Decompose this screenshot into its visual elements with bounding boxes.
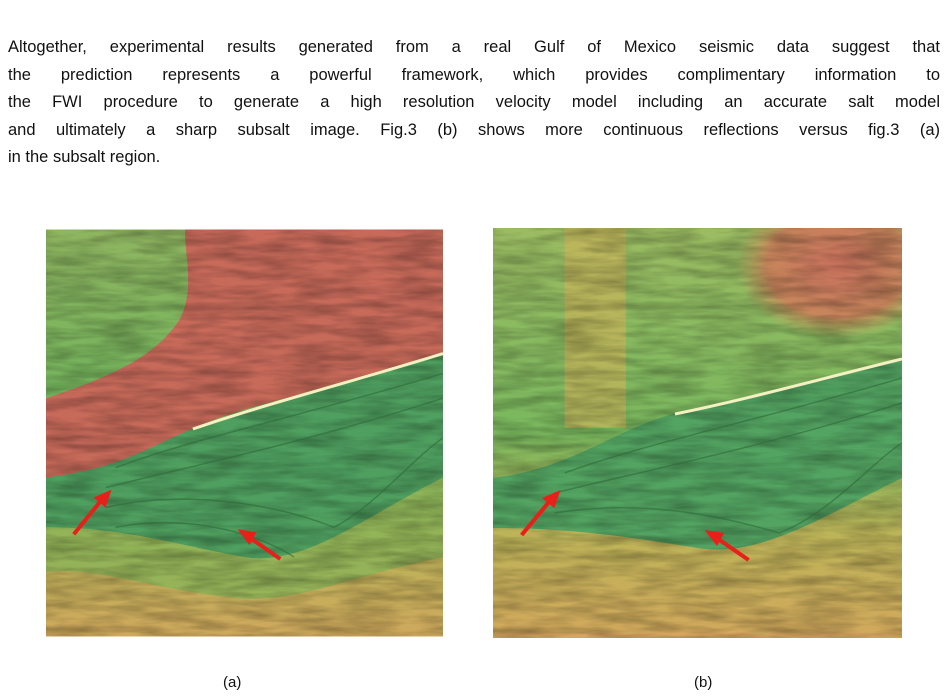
figure-caption: (b) — [694, 674, 713, 691]
text-line: and ultimately a sharp subsalt image. Fi… — [8, 120, 940, 139]
text-line: the FWI procedure to generate a high res… — [8, 93, 940, 112]
seismic-image-b — [493, 228, 902, 638]
figure-caption: (a) — [223, 674, 242, 691]
text-line: the prediction represents a powerful fra… — [8, 65, 940, 84]
paragraph: Altogether, experimental results generat… — [8, 34, 940, 172]
seismic-image-a — [46, 229, 443, 637]
text-line: in the subsalt region. — [8, 148, 161, 167]
text-line: Altogether, experimental results generat… — [8, 38, 940, 56]
